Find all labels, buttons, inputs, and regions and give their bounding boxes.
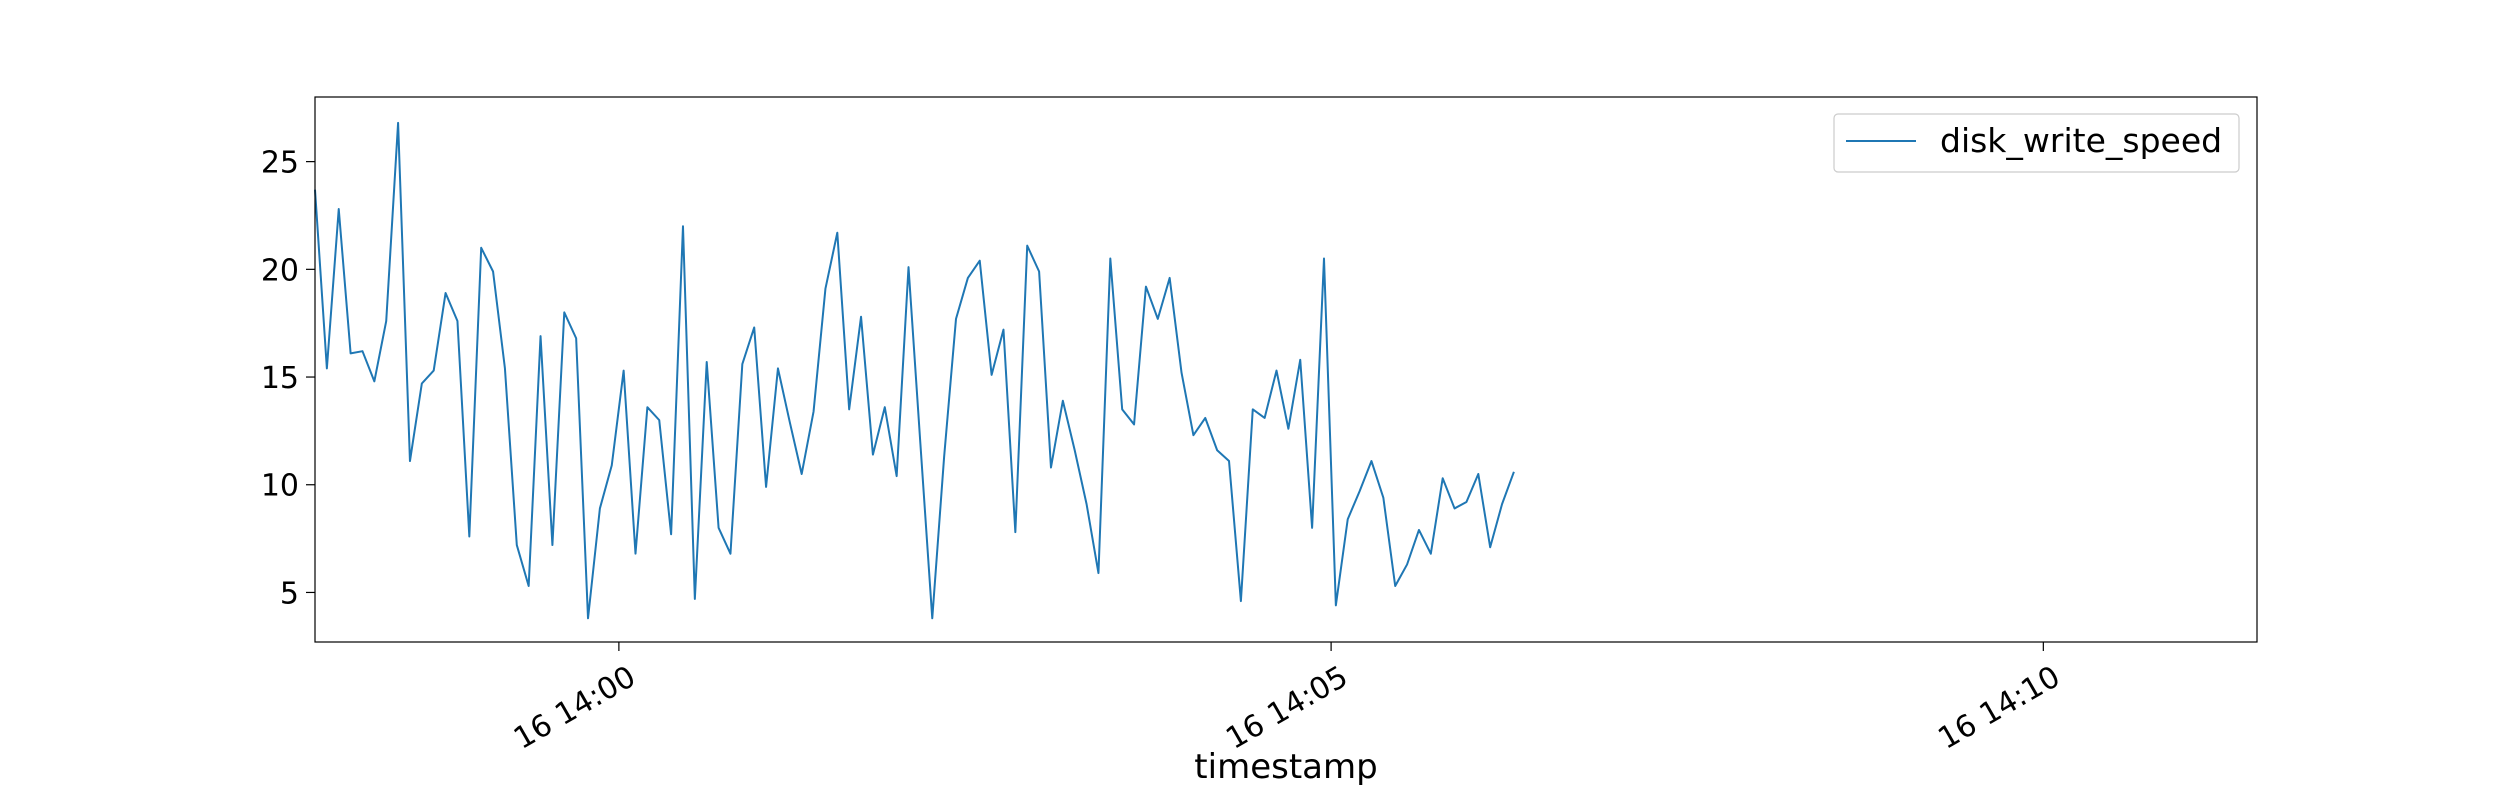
y-tick-label: 25 (261, 146, 299, 181)
plot-area (315, 97, 2257, 642)
y-tick-label: 10 (261, 469, 299, 504)
x-tick-label: 16 14:10 (1932, 659, 2066, 756)
legend-entry-disk-write-speed: disk_write_speed (1940, 121, 2222, 160)
plot-frame (314, 96, 2258, 643)
x-axis: 16 14:00 16 14:05 16 14:10 (508, 642, 2066, 757)
legend: disk_write_speed (1833, 113, 2240, 173)
x-axis-label: timestamp (1194, 747, 1377, 787)
y-tick-label: 20 (261, 253, 299, 288)
legend-box (1833, 113, 2240, 173)
series-lines (314, 121, 1515, 620)
plot-background (315, 97, 2257, 642)
y-tick-label: 15 (261, 361, 299, 396)
y-tick-label: 5 (280, 576, 299, 611)
series-line-disk-write-speed (314, 121, 1515, 620)
y-axis: 5 10 15 20 25 (261, 146, 315, 611)
x-tick-label: 16 14:00 (508, 659, 642, 756)
x-tick-label: 16 14:05 (1220, 659, 1354, 756)
